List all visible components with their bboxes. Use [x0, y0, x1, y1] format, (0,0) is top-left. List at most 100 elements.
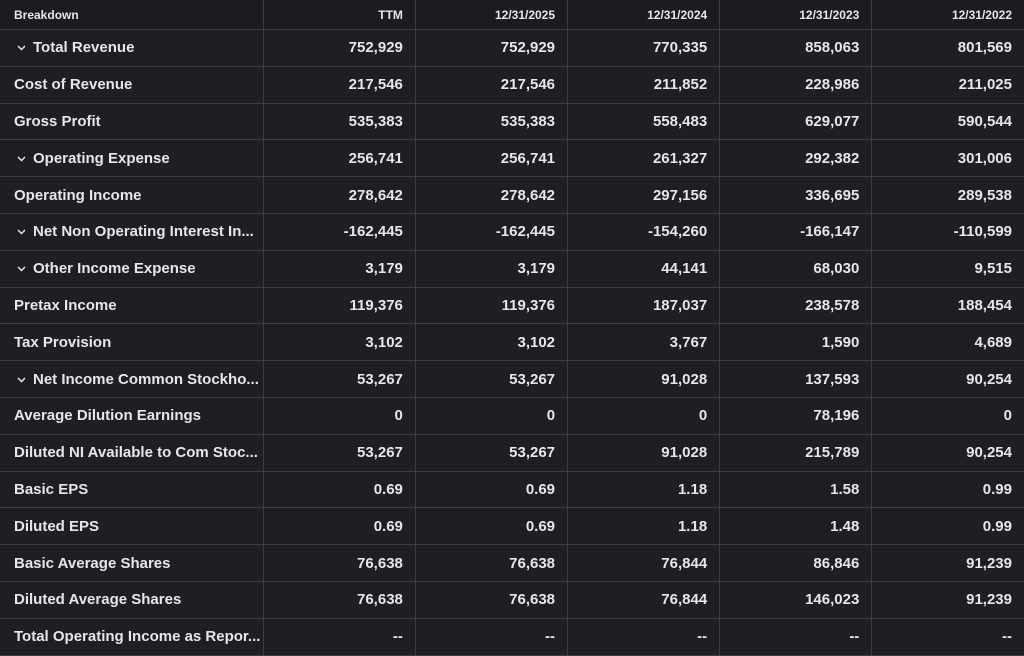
row-label: Diluted Average Shares: [0, 580, 264, 619]
row-label: Diluted EPS: [0, 507, 264, 546]
cell-value: 0: [871, 396, 1024, 435]
cell-value: 0: [567, 396, 721, 435]
column-header: Breakdown: [0, 0, 264, 30]
cell-value: 535,383: [262, 102, 416, 141]
cell-value: 261,327: [567, 139, 721, 178]
cell-value: 858,063: [719, 29, 873, 67]
cell-value: 90,254: [871, 360, 1024, 398]
cell-value: 215,789: [719, 433, 873, 472]
cell-value: 770,335: [567, 29, 721, 67]
row-label-text: Total Revenue: [33, 39, 135, 57]
cell-value: --: [414, 617, 569, 656]
cell-value: 9,515: [871, 249, 1024, 288]
cell-value: 76,844: [567, 544, 721, 582]
cell-value: 752,929: [262, 29, 416, 67]
cell-value: 297,156: [567, 176, 721, 214]
column-header: 12/31/2024: [567, 0, 721, 30]
cell-value: 76,638: [414, 580, 569, 619]
cell-value: 1.18: [567, 470, 721, 509]
row-label: Average Dilution Earnings: [0, 396, 264, 435]
table-row: Diluted EPS 0.69 0.69 1.18 1.48 0.99: [0, 507, 1024, 546]
cell-value: -162,445: [414, 212, 569, 251]
cell-value: 3,102: [414, 323, 569, 362]
expand-toggle[interactable]: [16, 228, 27, 236]
table-row: Operating Expense 256,741 256,741 261,327 29…: [0, 139, 1024, 178]
cell-value: 187,037: [567, 286, 721, 325]
cell-value: 256,741: [414, 139, 569, 178]
expand-toggle[interactable]: [16, 155, 27, 163]
chevron-icon: [17, 377, 26, 383]
cell-value: 217,546: [262, 65, 416, 104]
expand-toggle[interactable]: [16, 376, 27, 384]
cell-value: 146,023: [719, 580, 873, 619]
cell-value: 1.18: [567, 507, 721, 546]
row-label: Operating Income: [0, 176, 264, 214]
cell-value: 629,077: [719, 102, 873, 141]
table-row: Net Income Common Stockho... 53,267 53,267…: [0, 360, 1024, 398]
expand-toggle[interactable]: [16, 265, 27, 273]
cell-value: 1,590: [719, 323, 873, 362]
column-header: 12/31/2023: [719, 0, 873, 30]
row-label: Basic Average Shares: [0, 544, 264, 582]
cell-value: 558,483: [567, 102, 721, 141]
cell-value: 76,638: [414, 544, 569, 582]
cell-value: 53,267: [414, 360, 569, 398]
cell-value: 44,141: [567, 249, 721, 288]
column-header: 12/31/2025: [414, 0, 569, 30]
cell-value: 0.69: [414, 470, 569, 509]
cell-value: 238,578: [719, 286, 873, 325]
cell-value: -110,599: [871, 212, 1024, 251]
table-row: Other Income Expense 3,179 3,179 44,141 68,0…: [0, 249, 1024, 288]
cell-value: --: [262, 617, 416, 656]
cell-value: 76,638: [262, 544, 416, 582]
chevron-icon: [17, 45, 26, 51]
cell-value: 3,102: [262, 323, 416, 362]
row-label: Net Income Common Stockho...: [0, 360, 264, 398]
chevron-icon: [17, 229, 26, 235]
cell-value: 336,695: [719, 176, 873, 214]
table-row: Basic Average Shares 76,638 76,638 76,844 86…: [0, 544, 1024, 582]
cell-value: 0.69: [262, 507, 416, 546]
table-row: Diluted NI Available to Com Stoc... 53,26…: [0, 433, 1024, 472]
cell-value: 91,028: [567, 360, 721, 398]
cell-value: 53,267: [262, 433, 416, 472]
cell-value: 90,254: [871, 433, 1024, 472]
cell-value: 53,267: [262, 360, 416, 398]
cell-value: 68,030: [719, 249, 873, 288]
row-label: Gross Profit: [0, 102, 264, 141]
table-body: Total Revenue 752,929 752,929 770,335 858,06…: [0, 29, 1024, 656]
cell-value: 292,382: [719, 139, 873, 178]
expand-toggle[interactable]: [16, 44, 27, 52]
row-label-text: Net Non Operating Interest In...: [33, 223, 254, 241]
column-header: 12/31/2022: [871, 0, 1024, 30]
cell-value: 86,846: [719, 544, 873, 582]
cell-value: 590,544: [871, 102, 1024, 141]
cell-value: 289,538: [871, 176, 1024, 214]
row-label: Diluted NI Available to Com Stoc...: [0, 433, 264, 472]
row-label: Basic EPS: [0, 470, 264, 509]
cell-value: --: [871, 617, 1024, 656]
cell-value: 3,179: [262, 249, 416, 288]
cell-value: 228,986: [719, 65, 873, 104]
cell-value: 1.48: [719, 507, 873, 546]
cell-value: 278,642: [262, 176, 416, 214]
table-row: Operating Income 278,642 278,642 297,156 336…: [0, 176, 1024, 214]
table-row: Diluted Average Shares 76,638 76,638 76,844…: [0, 580, 1024, 619]
cell-value: 76,844: [567, 580, 721, 619]
cell-value: 0: [262, 396, 416, 435]
table-row: Gross Profit 535,383 535,383 558,483 629,077…: [0, 102, 1024, 141]
cell-value: 256,741: [262, 139, 416, 178]
cell-value: 535,383: [414, 102, 569, 141]
cell-value: -162,445: [262, 212, 416, 251]
cell-value: 119,376: [414, 286, 569, 325]
header-row: Breakdown TTM 12/31/2025 12/31/2024 12/31/20…: [0, 0, 1024, 30]
row-label: Net Non Operating Interest In...: [0, 212, 264, 251]
table-row: Total Operating Income as Repor... -- -- --…: [0, 617, 1024, 656]
row-label-text: Net Income Common Stockho...: [33, 370, 259, 388]
cell-value: 0.69: [414, 507, 569, 546]
cell-value: -166,147: [719, 212, 873, 251]
cell-value: 211,025: [871, 65, 1024, 104]
row-label: Cost of Revenue: [0, 65, 264, 104]
row-label: Total Operating Income as Repor...: [0, 617, 264, 656]
